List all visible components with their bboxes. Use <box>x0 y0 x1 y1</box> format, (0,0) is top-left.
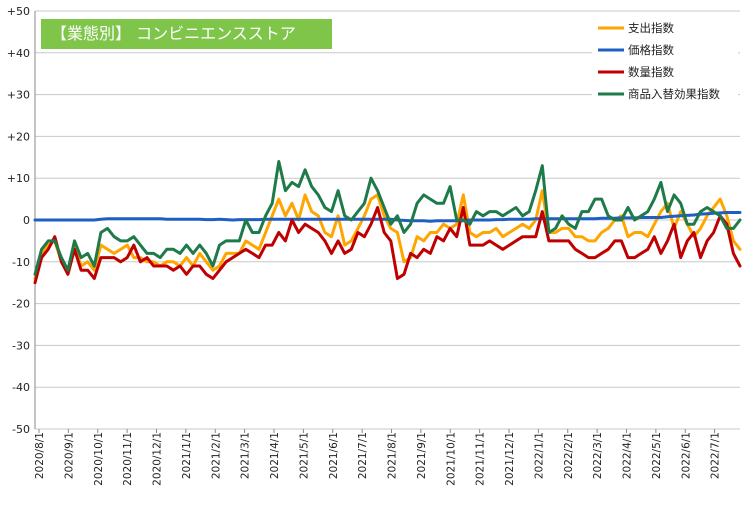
x-tick-label: 2022/6/1 <box>680 432 692 479</box>
y-tick-label: -10 <box>12 256 30 269</box>
series-line <box>33 206 742 285</box>
y-tick-label: 0 <box>23 214 30 227</box>
x-tick-label: 2021/1/1 <box>181 432 193 479</box>
x-tick-label: 2022/7/1 <box>710 432 722 479</box>
y-axis: +50 +40 +30 +20 +10 0 -10 -20 -30 -40 -50 <box>7 5 36 436</box>
y-tick-label: +40 <box>7 47 30 60</box>
x-tick-label: 2021/11/1 <box>475 432 487 486</box>
x-tick-label: 2022/1/1 <box>533 432 545 479</box>
x-tick-label: 2022/2/1 <box>563 432 575 479</box>
x-tick-label: 2021/8/1 <box>387 432 399 479</box>
x-tick-label: 2021/12/1 <box>504 432 516 486</box>
legend-bg <box>592 19 738 37</box>
series-lines <box>33 160 742 285</box>
y-tick-label: +20 <box>7 130 30 143</box>
x-tick-label: 2021/3/1 <box>240 432 252 479</box>
y-tick-label: -50 <box>12 423 30 436</box>
legend-bg <box>592 85 738 103</box>
y-tick-label: -40 <box>12 381 30 394</box>
legend-bg <box>592 63 738 81</box>
series-line <box>33 160 742 276</box>
x-tick-label: 2021/7/1 <box>357 432 369 479</box>
legend-label: 価格指数 <box>628 43 674 57</box>
legend-label: 数量指数 <box>628 65 674 79</box>
y-tick-label: -20 <box>12 298 30 311</box>
x-tick-label: 2020/12/1 <box>152 432 164 486</box>
x-tick-label: 2020/9/1 <box>63 432 75 479</box>
legend-label: 商品入替効果指数 <box>628 87 720 101</box>
legend-bg <box>592 41 738 59</box>
x-tick-label: 2022/3/1 <box>592 432 604 479</box>
x-tick-label: 2021/9/1 <box>416 432 428 479</box>
x-tick-label: 2021/10/1 <box>445 432 457 486</box>
x-tick-label: 2021/5/1 <box>298 432 310 479</box>
x-tick-label: 2020/11/1 <box>122 432 134 486</box>
x-tick-label: 2022/4/1 <box>622 432 634 479</box>
y-tick-label: +30 <box>7 89 30 102</box>
x-tick-label: 2022/5/1 <box>651 432 663 479</box>
x-tick-label: 2020/8/1 <box>34 432 46 479</box>
x-tick-label: 2021/2/1 <box>210 432 222 479</box>
y-tick-label: +10 <box>7 172 30 185</box>
chart-title: 【業態別】 コンビニエンスストア <box>41 19 332 49</box>
y-tick-label: -30 <box>12 339 30 352</box>
x-tick-label: 2020/10/1 <box>93 432 105 486</box>
x-tick-label: 2021/6/1 <box>328 432 340 479</box>
legend-label: 支出指数 <box>628 21 674 35</box>
x-axis: 2020/8/1 2020/9/1 2020/10/1 2020/11/1 2020/1… <box>34 429 722 486</box>
x-tick-label: 2021/4/1 <box>269 432 281 479</box>
y-tick-label: +50 <box>7 5 30 18</box>
